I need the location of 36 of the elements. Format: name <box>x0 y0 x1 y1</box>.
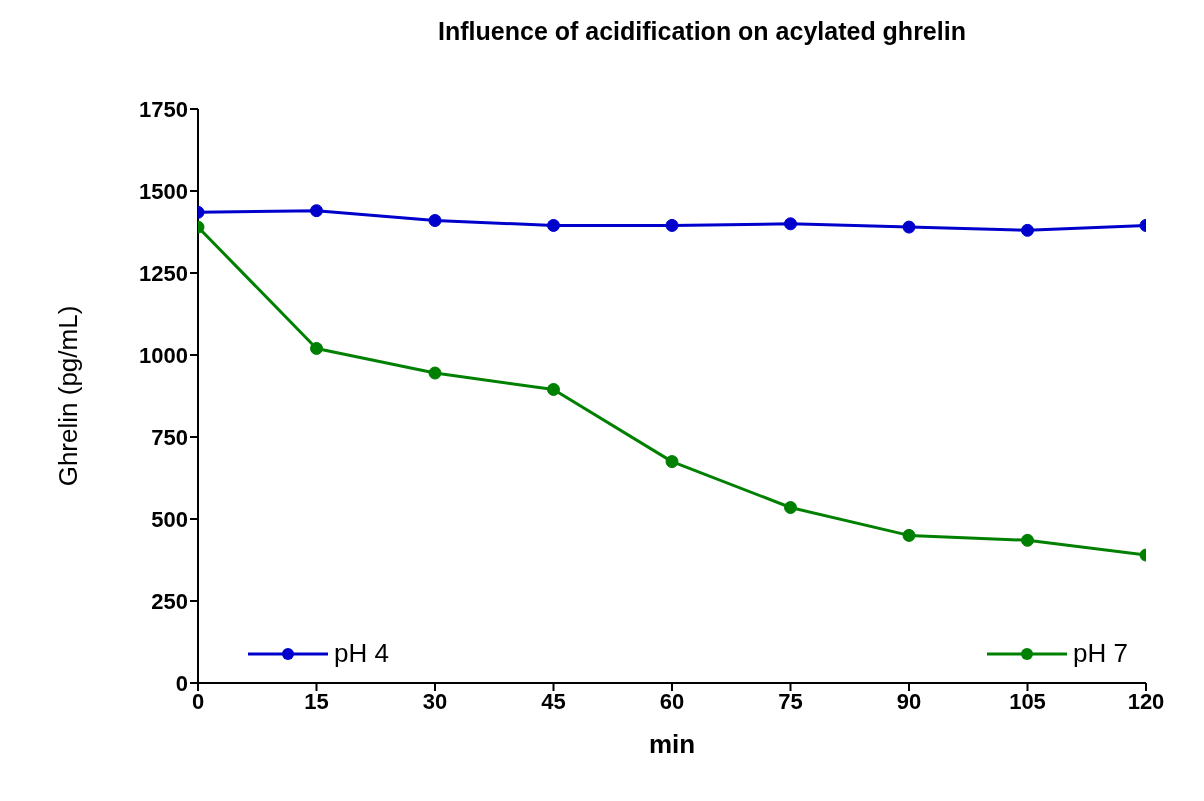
x-tick-label: 15 <box>304 688 329 714</box>
point <box>547 218 560 232</box>
point <box>902 220 916 234</box>
y-tick-label: 0 <box>175 670 188 696</box>
x-axis-title: min <box>648 729 696 759</box>
x-tick-label: 60 <box>659 688 685 714</box>
x-tick-label: 105 <box>1009 688 1046 714</box>
chart-title: Influence of acidification on acylated ghrelin <box>438 17 966 45</box>
x-tick-label: 120 <box>1127 688 1165 714</box>
y-tick-label: 1000 <box>139 342 188 368</box>
y-tick-label: 750 <box>151 424 188 450</box>
point <box>665 218 679 232</box>
x-tick-label: 90 <box>896 688 922 714</box>
point <box>902 528 916 542</box>
point <box>547 382 560 396</box>
point <box>784 217 797 231</box>
point <box>428 214 442 228</box>
legend-label: pH 4 <box>334 638 389 669</box>
x-tick-label: 0 <box>191 688 205 714</box>
y-axis-title: Ghrelin (pg/mL) <box>53 305 84 487</box>
x-tick-label: 75 <box>778 688 803 714</box>
point <box>1021 223 1034 237</box>
x-tick-label: 30 <box>422 688 448 714</box>
point <box>784 501 797 515</box>
x-tick-label: 45 <box>541 688 566 714</box>
y-tick-label: 1750 <box>139 96 188 122</box>
point <box>428 366 442 380</box>
y-tick-label: 500 <box>151 506 188 532</box>
point <box>310 204 323 218</box>
y-tick-label: 1500 <box>139 178 188 204</box>
point <box>310 341 323 355</box>
legend-label: pH 7 <box>1073 638 1128 669</box>
y-tick-label: 250 <box>151 588 188 614</box>
point <box>665 455 679 469</box>
point <box>1021 533 1034 547</box>
y-tick-label: 1250 <box>139 260 188 286</box>
